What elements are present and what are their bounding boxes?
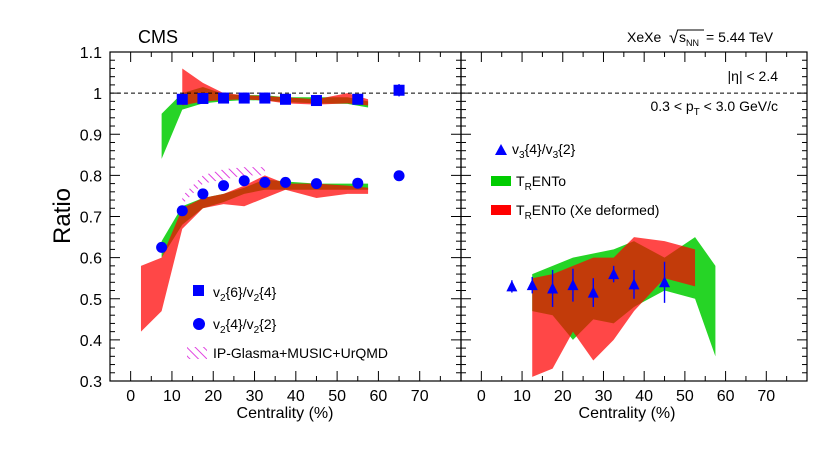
point-circle-1	[176, 205, 188, 217]
x-tick-label-left-5: 50	[328, 388, 346, 405]
point-triangle-1	[526, 279, 538, 291]
point-triangle-3	[567, 279, 579, 291]
x-tick-label-right-2: 20	[554, 388, 572, 405]
band-left-4	[182, 167, 265, 205]
legend-label-v24v22: v2{4}/v2{2}	[213, 316, 277, 336]
bands-right	[532, 237, 716, 377]
point-triangle-7	[659, 276, 671, 288]
legend-label-trento-def: TRENTo (Xe deformed)	[516, 202, 659, 222]
point-triangle-0	[506, 280, 518, 292]
y-tick-label-4: 0.7	[80, 210, 102, 227]
legend-marker-hatch	[187, 347, 207, 359]
point-triangle-5	[608, 268, 620, 280]
x-tick-label-left-7: 70	[411, 388, 429, 405]
x-tick-label-right-1: 10	[513, 388, 531, 405]
point-circle-6	[280, 176, 291, 188]
x-tick-label-left-6: 60	[370, 388, 388, 405]
point-circle-5	[259, 176, 271, 188]
point-circle-9	[393, 170, 405, 182]
point-triangle-4	[587, 286, 599, 298]
x-tick-label-left-4: 40	[287, 388, 305, 405]
axes: 0 10 20 30 40 50 60 70 Centrality (%) 0 10 20 30 40 50…	[80, 45, 807, 422]
legend-marker-trento-def	[491, 205, 511, 215]
point-circle-0	[156, 241, 168, 253]
legend-label-ipglasma: IP-Glasma+MUSIC+UrQMD	[213, 345, 388, 361]
y-tick-label-1: 0.4	[80, 333, 102, 350]
y-axis-title: Ratio	[49, 188, 76, 244]
points-right	[506, 261, 671, 307]
band-left-1	[182, 68, 369, 106]
legend-left: v2{6}/v2{4} v2{4}/v2{2} IP-Glasma+MUSIC+…	[187, 284, 388, 361]
legend-label-trento: TRENTo	[516, 173, 566, 193]
x-tick-label-right-7: 70	[757, 388, 775, 405]
point-square-7	[352, 93, 364, 105]
pt-annotation: 0.3 < pT < 3.0 GeV/c	[650, 98, 778, 118]
energy-label: = 5.44 TeV	[706, 29, 774, 45]
eta-annotation: |η| < 2.4	[728, 68, 779, 84]
system-label: XeXe	[627, 29, 661, 45]
legend-right: v3{4}/v3{2} TRENTo TRENTo (Xe deformed)	[491, 141, 659, 222]
point-square-6	[310, 95, 322, 107]
energy-label-group: XeXe √ sNN = 5.44 TeV	[627, 28, 774, 48]
x-axis-title-right: Centrality (%)	[579, 405, 676, 422]
x-tick-label-left-0: 0	[126, 388, 135, 405]
point-circle-7	[310, 178, 322, 190]
points-left	[156, 84, 405, 253]
legend-marker-triangle	[495, 144, 507, 155]
legend-label-v34v32: v3{4}/v3{2}	[512, 141, 576, 161]
y-tick-label-6: 0.9	[80, 127, 102, 144]
point-square-3	[238, 92, 250, 104]
point-circle-8	[352, 177, 364, 189]
x-tick-label-right-0: 0	[477, 388, 486, 405]
legend-marker-circle	[193, 318, 205, 330]
x-tick-label-left-3: 30	[246, 388, 264, 405]
point-square-8	[393, 84, 405, 96]
point-triangle-2	[547, 282, 559, 294]
x-tick-label-left-1: 10	[163, 388, 181, 405]
x-tick-label-left-2: 20	[204, 388, 222, 405]
x-tick-label-right-4: 40	[635, 388, 653, 405]
x-axis-title-left: Centrality (%)	[237, 405, 334, 422]
point-square-0	[176, 93, 188, 105]
point-circle-3	[218, 180, 230, 192]
point-square-1	[197, 92, 209, 104]
band-right-1	[532, 237, 696, 377]
y-tick-label-0: 0.3	[80, 374, 102, 391]
s-nn: sNN	[679, 29, 699, 48]
x-tick-label-right-5: 50	[676, 388, 694, 405]
point-circle-4	[238, 175, 250, 187]
legend-marker-trento	[491, 176, 511, 186]
sqrt-symbol: √	[669, 28, 679, 47]
y-tick-label-2: 0.5	[80, 292, 102, 309]
x-tick-label-right-6: 60	[717, 388, 735, 405]
legend-label-v26v24: v2{6}/v2{4}	[213, 284, 277, 304]
point-square-2	[218, 92, 230, 104]
legend-marker-square	[193, 285, 204, 296]
point-triangle-6	[628, 278, 640, 290]
point-square-5	[280, 93, 291, 105]
x-tick-label-right-3: 30	[595, 388, 613, 405]
y-tick-label-3: 0.6	[80, 251, 102, 268]
point-circle-2	[197, 188, 209, 200]
y-tick-label-5: 0.8	[80, 168, 102, 185]
y-tick-label-7: 1	[93, 86, 102, 103]
y-tick-label-8: 1.1	[80, 45, 102, 62]
experiment-label: CMS	[138, 27, 178, 47]
point-square-4	[259, 92, 271, 104]
band-left-3	[140, 175, 369, 332]
